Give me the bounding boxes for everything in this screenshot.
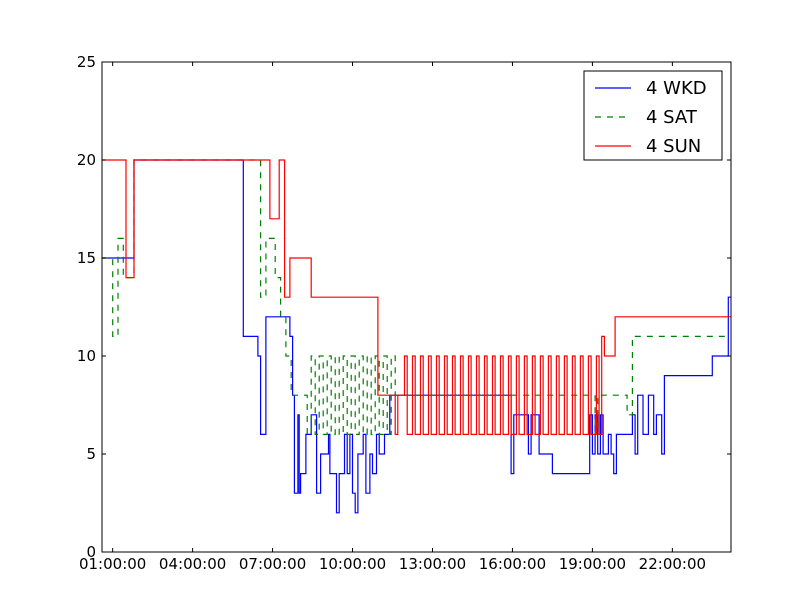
y-tick-label: 10 bbox=[77, 347, 96, 365]
x-tick-label: 04:00:00 bbox=[159, 555, 226, 573]
x-tick-label: 07:00:00 bbox=[239, 555, 306, 573]
series-line-1 bbox=[102, 159, 731, 435]
plot-frame bbox=[101, 61, 732, 553]
x-tick-label: 13:00:00 bbox=[399, 555, 466, 573]
legend-label-0: 4 WKD bbox=[646, 78, 707, 99]
y-tick-label: 15 bbox=[77, 249, 96, 267]
legend-label-1: 4 SAT bbox=[646, 107, 698, 128]
x-tick-label: 10:00:00 bbox=[319, 555, 386, 573]
series-line-2 bbox=[102, 159, 731, 435]
y-tick-label: 20 bbox=[77, 151, 96, 169]
x-tick-label: 01:00:00 bbox=[79, 555, 146, 573]
x-tick-label: 19:00:00 bbox=[559, 555, 626, 573]
y-tick-label: 0 bbox=[86, 543, 96, 561]
x-tick-label: 22:00:00 bbox=[639, 555, 706, 573]
y-tick-label: 25 bbox=[77, 53, 96, 71]
legend: 4 WKD 4 SAT 4 SUN bbox=[583, 70, 723, 161]
x-tick-label: 16:00:00 bbox=[479, 555, 546, 573]
y-tick-label: 5 bbox=[86, 445, 96, 463]
legend-box bbox=[583, 70, 723, 161]
legend-label-2: 4 SUN bbox=[646, 136, 701, 157]
series-layer bbox=[102, 159, 731, 514]
series-line-0 bbox=[102, 159, 731, 514]
ticks-layer: 01:00:00 04:00:00 07:00:00 10:00:00 13:00:00… bbox=[77, 53, 731, 573]
